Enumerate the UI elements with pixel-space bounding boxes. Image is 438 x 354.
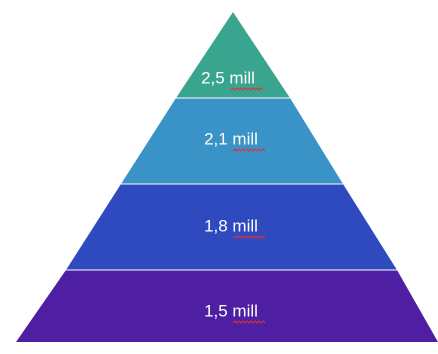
spellcheck-underline [232,235,266,239]
spellcheck-underline [232,148,266,152]
tier-label-3: 1,8 mill [204,216,258,235]
tier-label-2: 2,1 mill [204,129,258,148]
tier-label-1: 2,5 mill [201,68,255,87]
pyramid-tier-4 [16,270,438,342]
spellcheck-underline [230,87,264,91]
pyramid-tier-2 [121,98,343,184]
tier-label-4: 1,5 mill [204,301,258,320]
pyramid-tier-1 [176,12,290,98]
pyramid-tier-3 [66,184,397,270]
spellcheck-underline [232,320,266,324]
